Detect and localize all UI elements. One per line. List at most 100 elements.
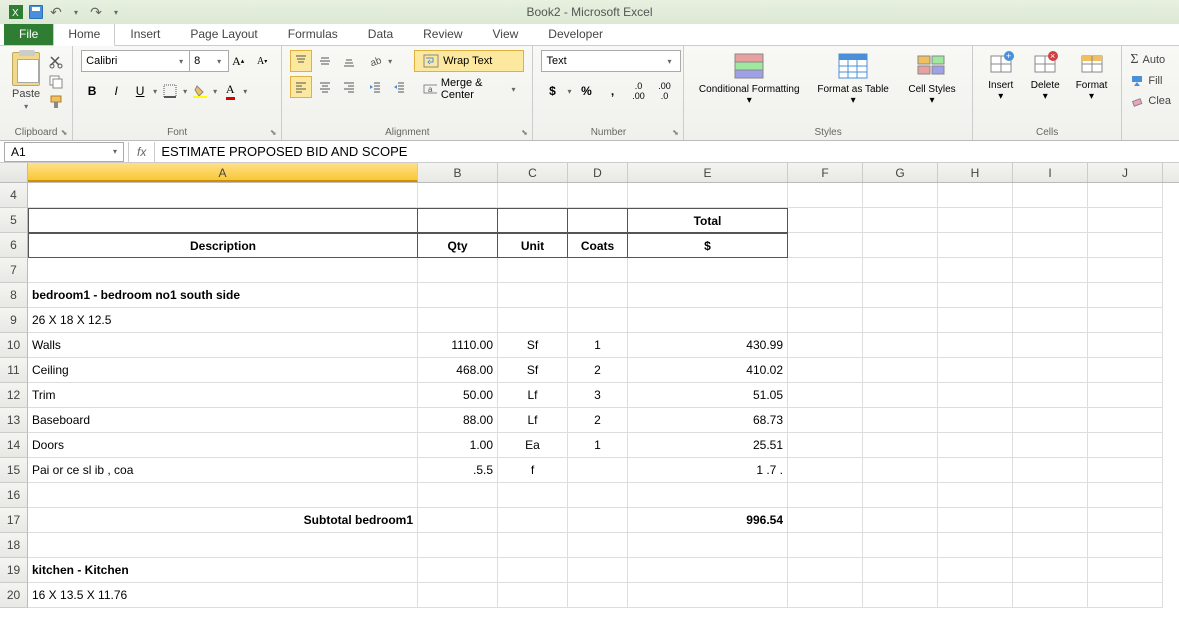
align-center-icon[interactable] [314,76,336,98]
column-header-C[interactable]: C [498,163,568,182]
cell[interactable] [788,283,863,308]
cell[interactable] [788,358,863,383]
cell[interactable] [28,483,418,508]
increase-font-icon[interactable]: A▴ [227,50,249,72]
cell[interactable] [1088,383,1163,408]
cell[interactable] [938,358,1013,383]
cell[interactable] [568,283,628,308]
cell[interactable]: 3 [568,383,628,408]
fill-dropdown-icon[interactable]: ▾ [213,87,217,96]
name-box[interactable]: A1 ▾ [4,142,124,162]
cell[interactable] [418,583,498,608]
cell[interactable]: 25.51 [628,433,788,458]
cell[interactable] [1013,358,1088,383]
cell[interactable] [1013,433,1088,458]
cell[interactable] [628,283,788,308]
cell[interactable]: Total [628,208,788,233]
cell[interactable] [418,283,498,308]
clipboard-launcher-icon[interactable]: ⬊ [58,126,70,138]
increase-decimal-icon[interactable]: .0.00 [627,80,649,102]
row-header-19[interactable]: 19 [0,558,28,583]
align-top-icon[interactable] [290,50,312,72]
format-as-table-button[interactable]: Format as Table ▾ [810,50,896,106]
increase-indent-icon[interactable] [388,76,410,98]
cell[interactable] [628,308,788,333]
cell[interactable] [568,308,628,333]
autosum-button[interactable]: Σ Auto [1130,50,1165,70]
cell[interactable] [1088,333,1163,358]
cell[interactable] [498,483,568,508]
insert-cells-button[interactable]: + Insert▾ [981,50,1021,102]
cell[interactable] [418,183,498,208]
cell[interactable] [28,258,418,283]
cell[interactable] [788,308,863,333]
cell[interactable] [788,408,863,433]
cell[interactable]: Ea [498,433,568,458]
qat-customize-icon[interactable]: ▾ [108,4,124,20]
row-header-8[interactable]: 8 [0,283,28,308]
percent-button[interactable]: % [575,80,597,102]
decrease-font-icon[interactable]: A▾ [251,50,273,72]
cell[interactable]: Sf [498,358,568,383]
cell[interactable] [863,508,938,533]
column-header-H[interactable]: H [938,163,1013,182]
cell[interactable] [938,433,1013,458]
row-header-6[interactable]: 6 [0,233,28,258]
cell[interactable] [788,508,863,533]
cell[interactable] [418,558,498,583]
cell[interactable] [1013,508,1088,533]
cell[interactable]: 2 [568,358,628,383]
decrease-decimal-icon[interactable]: .00.0 [653,80,675,102]
save-icon[interactable] [28,4,44,20]
cell[interactable] [498,258,568,283]
cell[interactable] [1013,183,1088,208]
cell[interactable]: Doors [28,433,418,458]
cell[interactable] [863,483,938,508]
fill-button[interactable]: Fill [1130,72,1162,90]
alignment-launcher-icon[interactable]: ⬊ [518,126,530,138]
cell[interactable]: Coats [568,233,628,258]
cut-icon[interactable] [48,54,64,70]
cell[interactable] [1088,358,1163,383]
cell[interactable] [1013,408,1088,433]
cell[interactable] [568,483,628,508]
row-header-18[interactable]: 18 [0,533,28,558]
underline-button[interactable]: U [129,80,151,102]
cell[interactable] [498,558,568,583]
merge-dropdown-icon[interactable]: ▾ [511,85,515,94]
cell[interactable] [788,458,863,483]
cell[interactable] [938,558,1013,583]
cell[interactable] [418,258,498,283]
cell[interactable]: $ [628,233,788,258]
cell[interactable]: 51.05 [628,383,788,408]
cell[interactable] [628,483,788,508]
cell[interactable] [938,583,1013,608]
cell[interactable] [568,583,628,608]
cell[interactable]: f [498,458,568,483]
cell[interactable] [788,233,863,258]
number-format-select[interactable] [541,50,681,72]
cell[interactable]: Description [28,233,418,258]
align-left-icon[interactable] [290,76,312,98]
cell[interactable]: Sf [498,333,568,358]
cell[interactable] [418,508,498,533]
cell[interactable] [788,383,863,408]
cell[interactable] [788,533,863,558]
align-bottom-icon[interactable] [338,50,360,72]
decrease-indent-icon[interactable] [364,76,386,98]
cell[interactable] [788,258,863,283]
cell[interactable] [938,283,1013,308]
cell[interactable] [28,183,418,208]
cell[interactable] [938,208,1013,233]
undo-icon[interactable]: ↶ [48,4,64,20]
italic-button[interactable]: I [105,80,127,102]
cell[interactable] [1088,308,1163,333]
cell[interactable] [938,383,1013,408]
cell[interactable] [1013,383,1088,408]
cell[interactable]: 50.00 [418,383,498,408]
cell[interactable]: bedroom1 - bedroom no1 south side [28,283,418,308]
merge-center-button[interactable]: a Merge & Center ▾ [414,78,524,100]
cell[interactable] [788,558,863,583]
select-all-corner[interactable] [0,163,28,182]
row-header-9[interactable]: 9 [0,308,28,333]
